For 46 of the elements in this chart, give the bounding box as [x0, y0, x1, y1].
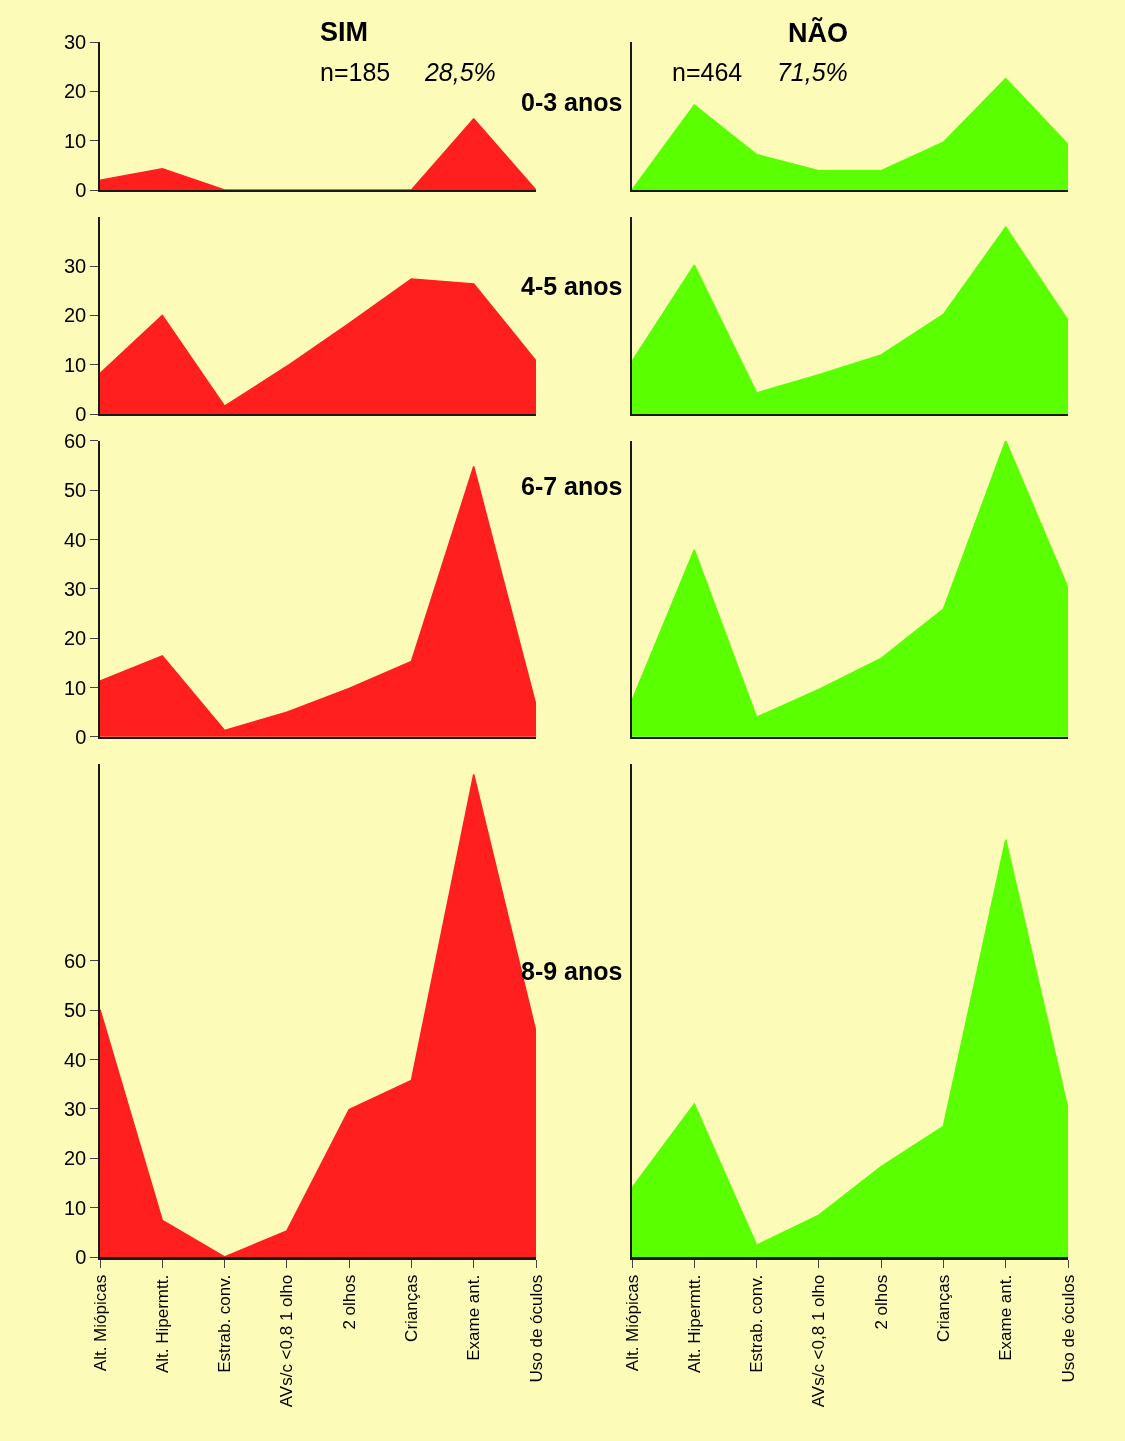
y-tick-label: 0 [75, 179, 87, 202]
x-tick-label: Exame ant. [464, 1274, 484, 1361]
y-tick-label: 40 [64, 528, 87, 551]
text: n=464 71,5% [672, 58, 848, 86]
x-tick-label: Crianças [401, 1274, 421, 1342]
x-tick-label: Alt. Hipermtt. [684, 1274, 704, 1374]
y-tick-label: 10 [64, 676, 87, 699]
x-tick-label: 2 olhos [339, 1274, 359, 1330]
x-tick-label: AVs/c <0,8 1 olho [277, 1274, 297, 1408]
chart-title: NÃO [788, 17, 848, 48]
y-tick-label: 50 [64, 999, 87, 1022]
y-tick-label: 60 [64, 949, 87, 972]
x-tick-label: Estrab. conv. [747, 1274, 767, 1373]
y-tick-label: 20 [64, 627, 87, 650]
y-tick-label: 30 [64, 577, 87, 600]
y-tick-label: 30 [64, 255, 87, 278]
text: n=185 28,5% [320, 58, 496, 86]
y-tick-label: 20 [64, 304, 87, 327]
y-tick-label: 10 [64, 1196, 87, 1219]
chart-title: SIM [320, 17, 369, 47]
y-tick-label: 50 [64, 479, 87, 502]
x-tick-label: Exame ant. [996, 1274, 1016, 1361]
y-tick-label: 20 [64, 80, 87, 103]
y-tick-label: 0 [75, 403, 87, 426]
x-tick-label: Alt. Hipermtt. [152, 1274, 172, 1374]
y-tick-label: 20 [64, 1147, 87, 1170]
x-tick-label: Alt. Miópicas [90, 1274, 110, 1372]
y-tick-label: 30 [64, 1097, 87, 1120]
annotation: 0-3 anos [521, 88, 623, 116]
y-tick-label: 10 [64, 129, 87, 152]
x-tick-label: Uso de óculos [526, 1274, 546, 1383]
annotation: 8-9 anos [521, 957, 623, 985]
x-tick-label: AVs/c <0,8 1 olho [809, 1274, 829, 1408]
x-tick-label: 2 olhos [871, 1274, 891, 1330]
x-tick-label: Estrab. conv. [215, 1274, 235, 1373]
y-tick-label: 0 [75, 725, 87, 748]
y-tick-label: 40 [64, 1048, 87, 1071]
annotation: 4-5 anos [521, 272, 623, 300]
y-tick-label: 0 [75, 1246, 87, 1268]
x-tick-label: Crianças [933, 1274, 953, 1342]
x-tick-label: Alt. Miópicas [622, 1274, 642, 1372]
x-tick-label: Uso de óculos [1058, 1274, 1078, 1383]
y-tick-label: 30 [64, 31, 87, 53]
y-tick-label: 10 [64, 353, 87, 376]
annotation: 6-7 anos [521, 472, 623, 500]
y-tick-label: 60 [64, 429, 87, 452]
